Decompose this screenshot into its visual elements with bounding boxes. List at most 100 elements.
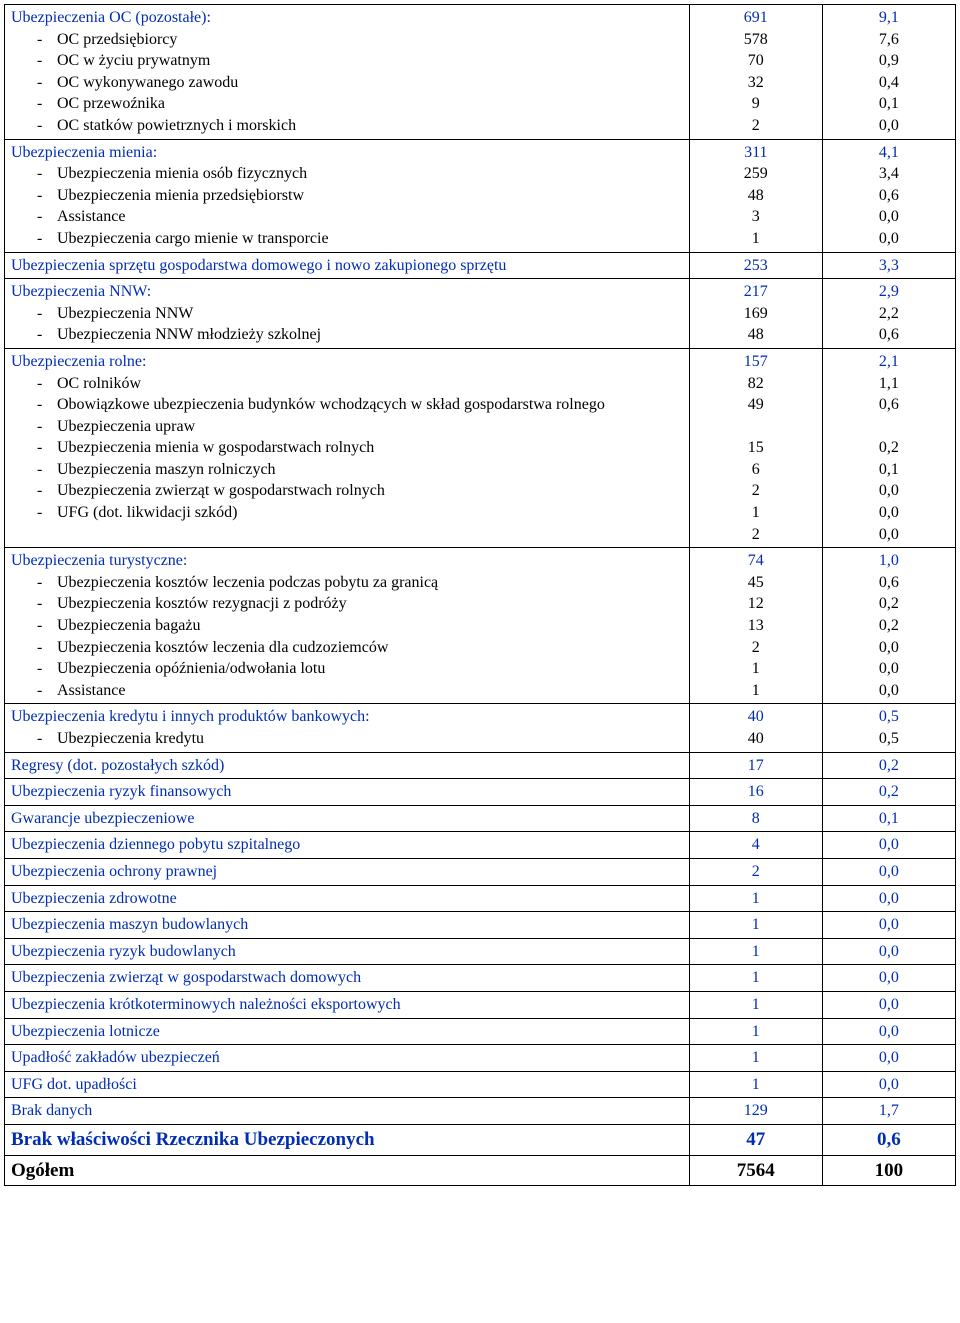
sub-item-label: Ubezpieczenia mienia w gospodarstwach ro… xyxy=(43,437,683,459)
category-value-2: 0,0 xyxy=(829,941,949,963)
sub-item-value-2: 0,0 xyxy=(829,524,949,546)
footer-label: Brak właściwości Rzecznika Ubezpieczonyc… xyxy=(11,1127,683,1153)
sub-item-value-1: 13 xyxy=(696,615,816,637)
sub-item-value-2: 0,6 xyxy=(829,394,949,416)
category-label: Ubezpieczenia dziennego pobytu szpitalne… xyxy=(11,834,683,856)
category-value-2: 2,1 xyxy=(829,351,949,373)
sub-item-value-1: 9 xyxy=(696,93,816,115)
category-value-1: 1 xyxy=(696,914,816,936)
category-value-2: 0,0 xyxy=(829,861,949,883)
sub-item-label: Ubezpieczenia maszyn rolniczych xyxy=(43,459,683,481)
category-value-1: 691 xyxy=(696,7,816,29)
sub-item-label: OC statków powietrznych i morskich xyxy=(43,115,683,137)
category-value-1: 74 xyxy=(696,550,816,572)
sub-item-value-1: 40 xyxy=(696,728,816,750)
category-label: Ubezpieczenia turystyczne: xyxy=(11,550,683,572)
category-value-2: 1,7 xyxy=(829,1100,949,1122)
sub-item-label: UFG (dot. likwidacji szkód) xyxy=(43,502,683,524)
sub-item-value-2: 0,0 xyxy=(829,680,949,702)
category-label: Gwarancje ubezpieczeniowe xyxy=(11,808,683,830)
sub-item-value-1: 48 xyxy=(696,185,816,207)
sub-item-value-1: 578 xyxy=(696,29,816,51)
sub-item-value-2: 0,6 xyxy=(829,572,949,594)
footer-value-1: 47 xyxy=(689,1124,822,1155)
category-value-2: 0,0 xyxy=(829,834,949,856)
insurance-table: Ubezpieczenia OC (pozostałe):OC przedsię… xyxy=(4,4,956,1186)
sub-item-value-1: 1 xyxy=(696,502,816,524)
category-value-2: 0,0 xyxy=(829,1074,949,1096)
category-value-1: 1 xyxy=(696,888,816,910)
category-value-2: 0,0 xyxy=(829,1021,949,1043)
sub-item-label: Ubezpieczenia NNW xyxy=(43,303,683,325)
category-label: Ubezpieczenia zwierząt w gospodarstwach … xyxy=(11,967,683,989)
category-label: Ubezpieczenia ryzyk finansowych xyxy=(11,781,683,803)
sub-item-value-1: 3 xyxy=(696,206,816,228)
category-value-2: 4,1 xyxy=(829,142,949,164)
sub-item-value-2: 0,0 xyxy=(829,658,949,680)
category-value-1: 1 xyxy=(696,1074,816,1096)
category-value-2: 0,1 xyxy=(829,808,949,830)
sub-item-value-1: 15 xyxy=(696,437,816,459)
table-row: Ubezpieczenia kredytu i innych produktów… xyxy=(5,704,956,752)
sub-item-value-2: 0,1 xyxy=(829,459,949,481)
sub-item-value-1: 2 xyxy=(696,480,816,502)
category-value-1: 157 xyxy=(696,351,816,373)
table-row: Ubezpieczenia turystyczne: Ubezpieczenia … xyxy=(5,548,956,704)
sub-item-value-1: 1 xyxy=(696,680,816,702)
table-row: Ubezpieczenia OC (pozostałe):OC przedsię… xyxy=(5,5,956,140)
category-value-1: 17 xyxy=(696,755,816,777)
category-value-1: 1 xyxy=(696,1047,816,1069)
sub-item-label: Ubezpieczenia upraw xyxy=(43,416,683,438)
category-value-2: 0,0 xyxy=(829,967,949,989)
category-label: Ubezpieczenia maszyn budowlanych xyxy=(11,914,683,936)
category-value-2: 0,2 xyxy=(829,781,949,803)
footer-value-2: 100 xyxy=(822,1155,955,1186)
table-row: Ubezpieczenia ochrony prawnej20,0 xyxy=(5,858,956,885)
table-row: Brak właściwości Rzecznika Ubezpieczonyc… xyxy=(5,1124,956,1155)
sub-item-label: Ubezpieczenia kredytu xyxy=(43,728,683,750)
sub-item-value-2: 0,0 xyxy=(829,480,949,502)
sub-item-value-1: 2 xyxy=(696,115,816,137)
sub-item-value-2: 0,0 xyxy=(829,228,949,250)
footer-value-1: 7564 xyxy=(689,1155,822,1186)
category-value-1: 8 xyxy=(696,808,816,830)
sub-item-value-2: 0,4 xyxy=(829,72,949,94)
table-row: Upadłość zakładów ubezpieczeń10,0 xyxy=(5,1045,956,1072)
sub-item-label: OC przewoźnika xyxy=(43,93,683,115)
category-value-2: 3,3 xyxy=(829,255,949,277)
sub-item-label: Ubezpieczenia bagażu xyxy=(43,615,683,637)
sub-item-value-1: 12 xyxy=(696,593,816,615)
sub-item-label: OC wykonywanego zawodu xyxy=(43,72,683,94)
category-value-2: 0,0 xyxy=(829,888,949,910)
category-label: Ubezpieczenia zdrowotne xyxy=(11,888,683,910)
sub-item-label: Ubezpieczenia opóźnienia/odwołania lotu xyxy=(43,658,683,680)
category-value-1: 311 xyxy=(696,142,816,164)
sub-item-label: Ubezpieczenia zwierząt w gospodarstwach … xyxy=(43,480,683,502)
category-label: Ubezpieczenia ochrony prawnej xyxy=(11,861,683,883)
sub-item-value-2: 1,1 xyxy=(829,373,949,395)
category-label: Ubezpieczenia sprzętu gospodarstwa domow… xyxy=(11,255,683,277)
category-value-1: 16 xyxy=(696,781,816,803)
sub-item-label: OC przedsiębiorcy xyxy=(43,29,683,51)
sub-item-value-2: 0,5 xyxy=(829,728,949,750)
table-row: Ubezpieczenia NNW:Ubezpieczenia NNWUbezp… xyxy=(5,279,956,349)
sub-item-value-2: 0,1 xyxy=(829,93,949,115)
category-label: Ubezpieczenia lotnicze xyxy=(11,1021,683,1043)
sub-item-label: Ubezpieczenia kosztów rezygnacji z podró… xyxy=(43,593,683,615)
category-label: Ubezpieczenia OC (pozostałe): xyxy=(11,7,683,29)
category-value-1: 1 xyxy=(696,967,816,989)
sub-item-label: Ubezpieczenia NNW młodzieży szkolnej xyxy=(43,324,683,346)
footer-value-2: 0,6 xyxy=(822,1124,955,1155)
sub-item-value-1: 45 xyxy=(696,572,816,594)
table-row: Ogółem7564100 xyxy=(5,1155,956,1186)
sub-item-label: OC rolników xyxy=(43,373,683,395)
sub-item-value-1: 48 xyxy=(696,324,816,346)
category-value-1: 129 xyxy=(696,1100,816,1122)
category-value-2: 0,0 xyxy=(829,914,949,936)
sub-item-value-1: 2 xyxy=(696,524,816,546)
category-value-2: 0,0 xyxy=(829,1047,949,1069)
sub-item-value-1: 49 xyxy=(696,394,816,416)
category-value-1: 1 xyxy=(696,994,816,1016)
table-row: UFG dot. upadłości10,0 xyxy=(5,1071,956,1098)
sub-item-value-2: 0,0 xyxy=(829,502,949,524)
